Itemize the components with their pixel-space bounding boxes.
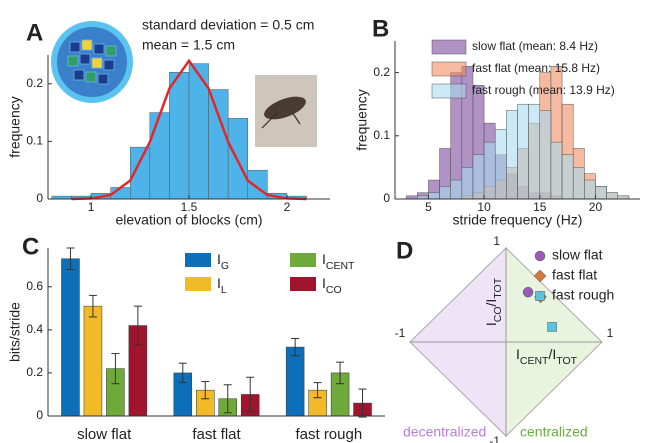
hist-bar bbox=[529, 104, 540, 199]
hist-bar bbox=[473, 155, 484, 199]
y-axis-label: frequency bbox=[7, 96, 23, 157]
x-axis-label-part: CENT bbox=[520, 355, 549, 367]
legend-label: IL bbox=[217, 275, 227, 296]
bar bbox=[84, 306, 102, 416]
panel-label: A bbox=[26, 19, 43, 46]
y-tick-label: 0.2 bbox=[26, 76, 43, 90]
region-label: centralized bbox=[520, 424, 588, 440]
y-axis-label: frequency bbox=[354, 89, 370, 150]
legend-swatch bbox=[185, 277, 211, 291]
legend-label-part: G bbox=[221, 260, 229, 272]
legend-swatch bbox=[432, 40, 466, 54]
legend-label-part: CENT bbox=[326, 260, 355, 272]
hist-bar bbox=[462, 167, 473, 199]
x-axis-label-part: /I bbox=[548, 346, 556, 362]
y-tick-label: 0.4 bbox=[26, 322, 43, 336]
annotation: standard deviation = 0.5 cm bbox=[142, 17, 314, 33]
legend-marker bbox=[535, 251, 545, 261]
legend-label-part: CO bbox=[326, 284, 342, 296]
legend-label: fast rough bbox=[552, 287, 614, 303]
x-tick-label: 20 bbox=[589, 200, 603, 214]
hist-bar bbox=[584, 180, 595, 199]
x-tick-label: 1 bbox=[88, 200, 95, 214]
y-tick-label: 1 bbox=[493, 234, 500, 248]
legend-label: fast flat (mean: 15.8 Hz) bbox=[472, 61, 600, 75]
hist-bar bbox=[595, 186, 606, 199]
inset-photo bbox=[255, 75, 317, 147]
point bbox=[523, 287, 533, 297]
legend-marker bbox=[536, 292, 545, 301]
legend-swatch bbox=[432, 62, 466, 76]
hist-bar bbox=[551, 142, 562, 199]
legend-swatch bbox=[290, 277, 316, 291]
x-axis-label: elevation of blocks (cm) bbox=[115, 212, 262, 228]
bar bbox=[286, 347, 304, 416]
annotation: mean = 1.5 cm bbox=[142, 37, 235, 53]
y-tick-label: -1 bbox=[489, 434, 500, 443]
hist-bar bbox=[451, 180, 462, 199]
legend-swatch bbox=[290, 253, 316, 267]
legend-label: fast rough (mean: 13.9 Hz) bbox=[472, 83, 615, 97]
x-axis-label-part: TOT bbox=[556, 355, 577, 367]
y-tick-label: 0 bbox=[36, 191, 43, 205]
hist-bar bbox=[562, 155, 573, 199]
hist-bar bbox=[428, 193, 439, 199]
legend-label: slow flat (mean: 8.4 Hz) bbox=[472, 39, 598, 53]
legend-label: ICENT bbox=[322, 251, 355, 272]
y-tick-label: 0.6 bbox=[26, 279, 43, 293]
y-tick-label: 0.1 bbox=[26, 134, 43, 148]
hist-bar bbox=[150, 113, 170, 199]
legend-label: IG bbox=[217, 251, 229, 272]
inset-blocks bbox=[54, 24, 130, 100]
y-axis-label-part: TOT bbox=[492, 277, 504, 298]
hist-bar bbox=[607, 193, 618, 199]
x-tick-label: 5 bbox=[425, 200, 432, 214]
x-tick-label: slow flat bbox=[77, 426, 132, 443]
y-tick-label: 0.2 bbox=[26, 365, 43, 379]
x-axis-label: stride frequency (Hz) bbox=[453, 212, 583, 228]
x-tick-label: 1 bbox=[607, 326, 614, 340]
x-tick-label: fast flat bbox=[192, 426, 241, 443]
figure: 00.10.211.52elevation of blocks (cm)freq… bbox=[0, 0, 646, 443]
legend-swatch bbox=[185, 253, 211, 267]
legend-swatch bbox=[432, 84, 466, 98]
y-axis-label-part: /I bbox=[483, 299, 499, 307]
hist-bar bbox=[248, 170, 268, 199]
hist-bar bbox=[518, 104, 529, 199]
hist-bar bbox=[209, 90, 229, 199]
y-tick-label: 0.1 bbox=[373, 128, 390, 142]
bar bbox=[61, 259, 79, 416]
hist-bar bbox=[484, 142, 495, 199]
hist-bar bbox=[506, 111, 517, 199]
legend-label: slow flat bbox=[552, 247, 603, 263]
legend-label: ICO bbox=[322, 275, 342, 296]
legend-label-part: L bbox=[221, 284, 227, 296]
x-tick-label: -1 bbox=[395, 326, 406, 340]
hist-bar bbox=[440, 186, 451, 199]
hist-bar bbox=[495, 129, 506, 199]
y-axis-label: bits/stride bbox=[7, 302, 23, 362]
y-tick-label: 0 bbox=[383, 191, 390, 205]
point bbox=[548, 322, 557, 331]
hist-bar bbox=[540, 111, 551, 199]
hist-bar bbox=[573, 167, 584, 199]
panel-label: B bbox=[372, 15, 389, 42]
y-tick-label: 0.2 bbox=[373, 65, 390, 79]
region-label: decentralized bbox=[403, 424, 486, 440]
x-tick-label: 2 bbox=[284, 200, 291, 214]
y-axis-label-part: CO bbox=[492, 306, 504, 322]
x-tick-label: fast rough bbox=[295, 426, 362, 443]
legend-label: fast flat bbox=[552, 267, 597, 283]
panel-label: C bbox=[22, 233, 39, 260]
hist-bar bbox=[169, 72, 189, 199]
panel-label: D bbox=[396, 237, 413, 264]
y-tick-label: 0 bbox=[36, 408, 43, 422]
